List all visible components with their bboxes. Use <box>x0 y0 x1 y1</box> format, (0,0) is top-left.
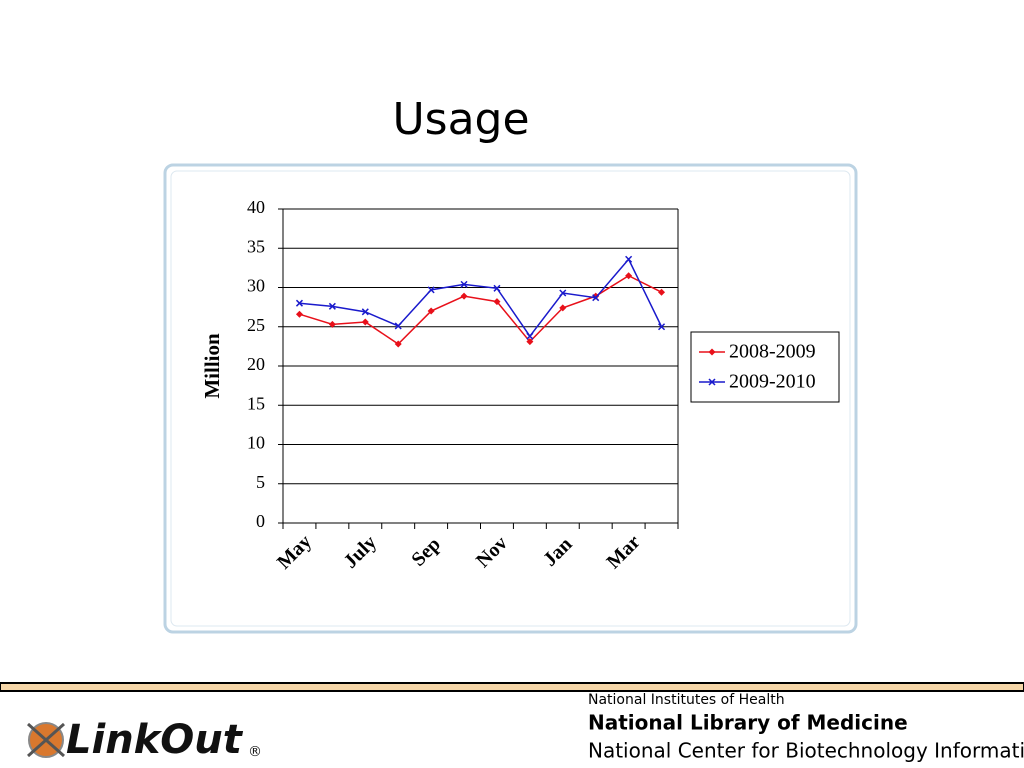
y-tick-label: 35 <box>247 236 265 256</box>
point <box>625 255 633 263</box>
footer-line: National Institutes of Health <box>588 692 785 708</box>
legend-marker <box>708 378 716 386</box>
y-tick-label: 20 <box>247 354 265 374</box>
y-axis-label: Million <box>200 333 224 399</box>
y-tick-label: 40 <box>247 197 265 217</box>
point <box>526 332 534 340</box>
footer-line: National Center for Biotechnology Inform… <box>588 739 1024 763</box>
legend-label: 2008-2009 <box>729 341 816 363</box>
y-tick-label: 0 <box>256 511 265 531</box>
point <box>559 289 567 297</box>
logo-icon-cross <box>27 722 65 758</box>
chart-frame-inner <box>170 170 851 627</box>
point <box>493 284 501 292</box>
series-line <box>299 274 662 345</box>
point <box>658 323 666 331</box>
point <box>460 292 468 300</box>
footer-rule <box>0 682 1024 692</box>
point <box>328 320 336 328</box>
footer-line: National Library of Medicine <box>588 711 908 735</box>
y-tick-label: 25 <box>247 315 265 335</box>
point <box>328 302 336 310</box>
y-tick-label: 15 <box>247 393 265 413</box>
point <box>427 286 435 294</box>
point <box>361 318 369 326</box>
point <box>295 310 303 318</box>
point <box>394 322 402 330</box>
point <box>658 288 666 296</box>
point <box>460 280 468 288</box>
logo-mark: ® <box>248 744 262 760</box>
y-tick-label: 5 <box>256 472 265 492</box>
point <box>295 299 303 307</box>
y-tick-label: 30 <box>247 276 265 296</box>
y-tick-label: 10 <box>247 433 265 453</box>
series-line <box>299 257 663 338</box>
point <box>592 294 600 302</box>
point <box>559 304 567 312</box>
point <box>526 338 534 346</box>
legend-box <box>690 331 840 403</box>
chart-frame <box>163 163 858 634</box>
point <box>625 272 633 280</box>
logo-text: LinkOut <box>66 717 244 763</box>
slide-title: Usage <box>392 94 529 145</box>
legend-marker <box>708 348 716 356</box>
point <box>427 307 435 315</box>
point <box>394 340 402 348</box>
point <box>493 298 501 306</box>
legend-label: 2009-2010 <box>729 371 816 393</box>
point <box>361 308 369 316</box>
